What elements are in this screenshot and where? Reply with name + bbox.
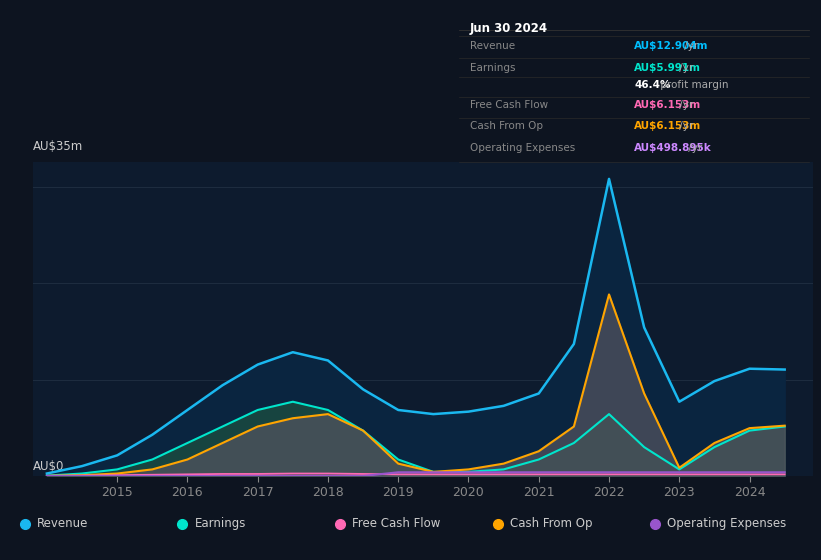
Text: 46.4%: 46.4% [635, 80, 671, 90]
Text: Revenue: Revenue [470, 41, 515, 51]
Text: AU$6.153m: AU$6.153m [635, 100, 701, 110]
Text: /yr: /yr [681, 41, 698, 51]
Text: Operating Expenses: Operating Expenses [667, 517, 787, 530]
Text: Cash From Op: Cash From Op [510, 517, 592, 530]
Text: profit margin: profit margin [658, 80, 729, 90]
Text: AU$6.153m: AU$6.153m [635, 120, 701, 130]
Text: AU$5.991m: AU$5.991m [635, 63, 701, 73]
Text: /yr: /yr [676, 120, 693, 130]
Text: Operating Expenses: Operating Expenses [470, 143, 576, 153]
Text: AU$498.895k: AU$498.895k [635, 143, 712, 153]
Text: /yr: /yr [676, 100, 693, 110]
Text: Cash From Op: Cash From Op [470, 120, 543, 130]
Text: /yr: /yr [676, 63, 693, 73]
Text: Free Cash Flow: Free Cash Flow [470, 100, 548, 110]
Text: /yr: /yr [686, 143, 703, 153]
Text: AU$0: AU$0 [33, 460, 64, 473]
Text: AU$35m: AU$35m [33, 140, 83, 153]
Text: Jun 30 2024: Jun 30 2024 [470, 22, 548, 35]
Text: AU$12.904m: AU$12.904m [635, 41, 709, 51]
Text: Free Cash Flow: Free Cash Flow [352, 517, 441, 530]
Text: Revenue: Revenue [37, 517, 89, 530]
Text: Earnings: Earnings [470, 63, 516, 73]
Text: Earnings: Earnings [195, 517, 246, 530]
